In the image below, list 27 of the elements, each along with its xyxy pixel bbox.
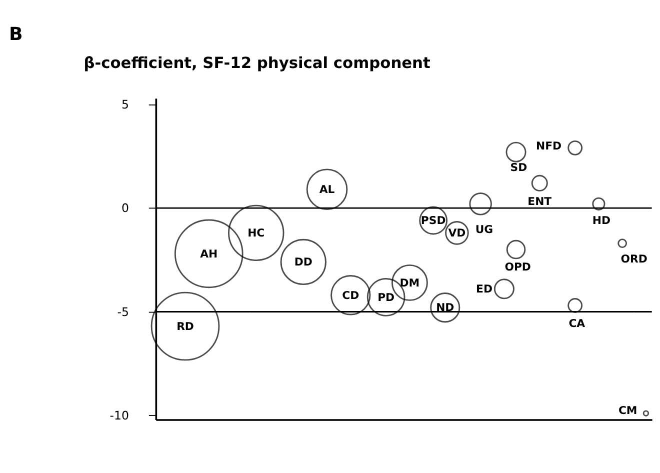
series-label: ENT [528,194,552,208]
y-tick-label: 5 [122,97,130,112]
text: AH [200,247,218,260]
y-tick-label: -10 [110,408,130,422]
series-label: DM [400,276,420,290]
y-tick-label: -5 [117,304,130,319]
series-label: ND [436,301,454,314]
series-label: VD [448,226,466,240]
series-label: PSD [420,214,446,228]
series-label: PD [378,290,395,304]
chart-title: B [9,24,23,46]
series-label: DD [294,256,312,269]
series-label: CA [568,317,586,330]
series-label: UG [475,222,494,236]
series-label: ED [476,282,492,296]
series-label: HC [248,226,265,240]
series-label: NFD [536,140,562,153]
series-label: ORD [620,252,648,266]
series-label: CD [342,288,360,302]
series-label: HD [592,214,610,227]
y-tick-label: 0 [122,201,130,216]
series-label: SD [510,161,528,174]
series-label: CM [618,404,638,418]
text: RD [176,320,194,333]
series-label: OPD [504,260,531,274]
series-label: AL [319,183,335,196]
y-axis-title: β-coefficient, SF-12 physical component [84,54,430,72]
